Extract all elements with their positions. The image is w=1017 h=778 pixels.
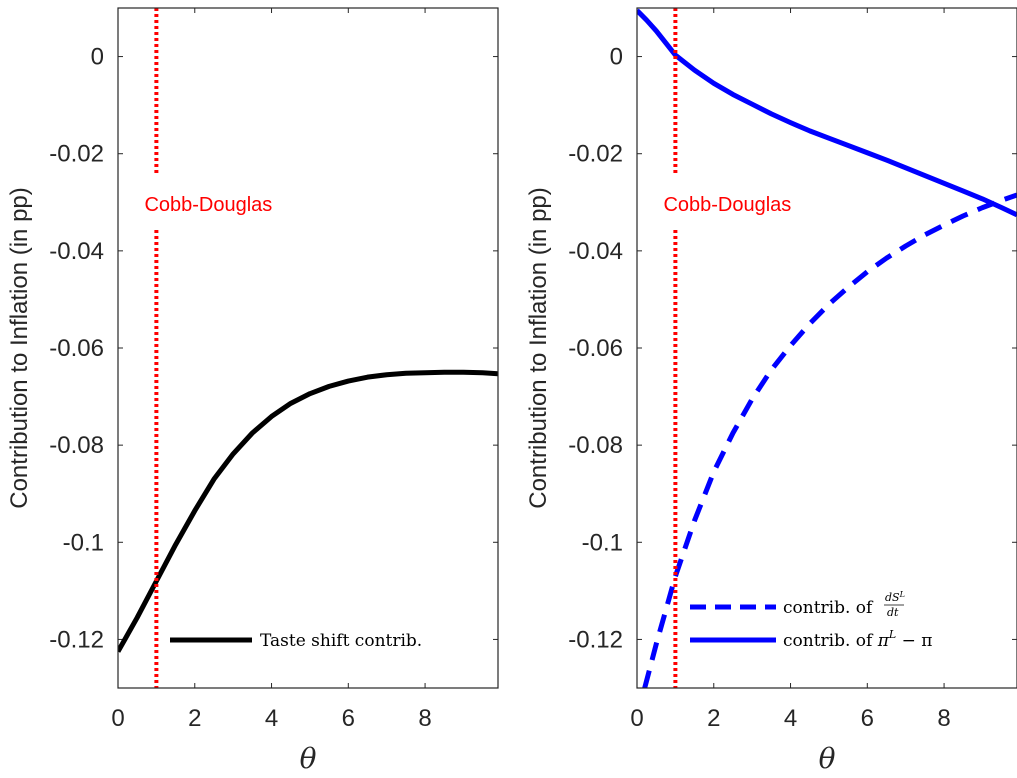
right-ytick-label: -0.08 bbox=[568, 432, 623, 459]
right-ytick-label: -0.12 bbox=[568, 626, 623, 653]
right-axes-box bbox=[636, 7, 1017, 689]
right-legend-label-pidiff: contrib. of πL − π bbox=[783, 628, 932, 651]
right-x-axis-label: θ bbox=[819, 742, 836, 775]
left-ytick-label: -0.08 bbox=[49, 432, 104, 459]
left-axis-ticks: 0 -0.02 -0.04 -0.06 -0.08 -0.1 -0.12 0 2 4 6 8 bbox=[49, 8, 498, 732]
fraction-denominator: dt bbox=[887, 606, 899, 619]
right-xtick-label: 0 bbox=[630, 705, 643, 732]
left-xtick-label: 4 bbox=[265, 705, 278, 732]
left-x-axis-label: θ bbox=[300, 742, 317, 775]
left-ytick-label: 0 bbox=[91, 44, 104, 71]
left-ytick-label: -0.02 bbox=[49, 141, 104, 168]
left-series-group bbox=[118, 369, 498, 653]
fraction-numerator: dSL bbox=[885, 590, 905, 604]
right-ytick-label: -0.1 bbox=[582, 529, 623, 556]
left-series-line-0 bbox=[118, 369, 498, 653]
left-xtick-label: 6 bbox=[342, 705, 355, 732]
left-xtick-label: 8 bbox=[418, 705, 431, 732]
left-legend-label-taste: Taste shift contrib. bbox=[260, 631, 422, 651]
right-xtick-label: 4 bbox=[784, 705, 797, 732]
right-ytick-label: -0.02 bbox=[568, 141, 623, 168]
left-y-axis-label: Contribution to Inflation (in pp) bbox=[6, 187, 33, 509]
left-ytick-label: -0.1 bbox=[63, 529, 104, 556]
right-ytick-label: -0.04 bbox=[568, 238, 623, 265]
left-ytick-label: -0.12 bbox=[49, 626, 104, 653]
left-legend: Taste shift contrib. bbox=[170, 631, 422, 651]
left-panel: 0 -0.02 -0.04 -0.06 -0.08 -0.1 -0.12 0 2 4 6 8 Cobb… bbox=[6, 7, 499, 775]
right-legend-fraction: dSL dt bbox=[884, 590, 905, 619]
right-xtick-label: 2 bbox=[707, 705, 720, 732]
right-y-axis-label: Contribution to Inflation (in pp) bbox=[525, 187, 552, 509]
left-ytick-label: -0.04 bbox=[49, 238, 104, 265]
left-xtick-label: 0 bbox=[111, 705, 124, 732]
right-series-line-0 bbox=[642, 192, 1017, 688]
right-legend: contrib. of dSL dt contrib. of πL − π bbox=[690, 590, 932, 651]
right-panel: 0 -0.02 -0.04 -0.06 -0.08 -0.1 -0.12 0 2 4 6 8 Cobb… bbox=[525, 7, 1017, 775]
left-axes-box bbox=[117, 7, 499, 689]
left-xtick-label: 2 bbox=[188, 705, 201, 732]
right-ytick-label: -0.06 bbox=[568, 335, 623, 362]
right-xtick-label: 8 bbox=[937, 705, 950, 732]
right-axis-ticks: 0 -0.02 -0.04 -0.06 -0.08 -0.1 -0.12 0 2 4 6 8 bbox=[568, 8, 1017, 732]
left-cobb-douglas-label: Cobb-Douglas bbox=[144, 194, 272, 216]
right-xtick-label: 6 bbox=[861, 705, 874, 732]
left-ytick-label: -0.06 bbox=[49, 335, 104, 362]
right-series-group bbox=[637, 8, 1017, 688]
right-series-line-1 bbox=[637, 8, 1017, 218]
right-cobb-douglas-label: Cobb-Douglas bbox=[663, 194, 791, 216]
right-legend-label-dsdt: contrib. of bbox=[783, 598, 874, 618]
right-ytick-label: 0 bbox=[610, 44, 623, 71]
